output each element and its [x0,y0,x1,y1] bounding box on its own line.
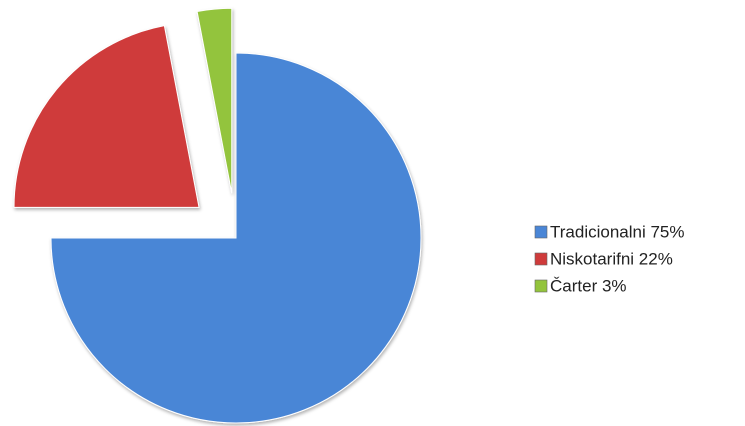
legend-label: Čarter 3% [550,276,627,295]
legend-label: Tradicionalni 75% [550,222,685,241]
legend-label: Niskotarifni 22% [550,249,673,268]
legend-swatch [534,225,548,239]
legend: Tradicionalni 75% Niskotarifni 22% Čarter … [534,222,685,295]
pie-slice [196,7,233,194]
legend-swatch [534,279,548,293]
pie [13,7,422,424]
pie-slice [50,52,422,424]
pie-slice [13,25,200,208]
legend-swatch [534,252,548,266]
